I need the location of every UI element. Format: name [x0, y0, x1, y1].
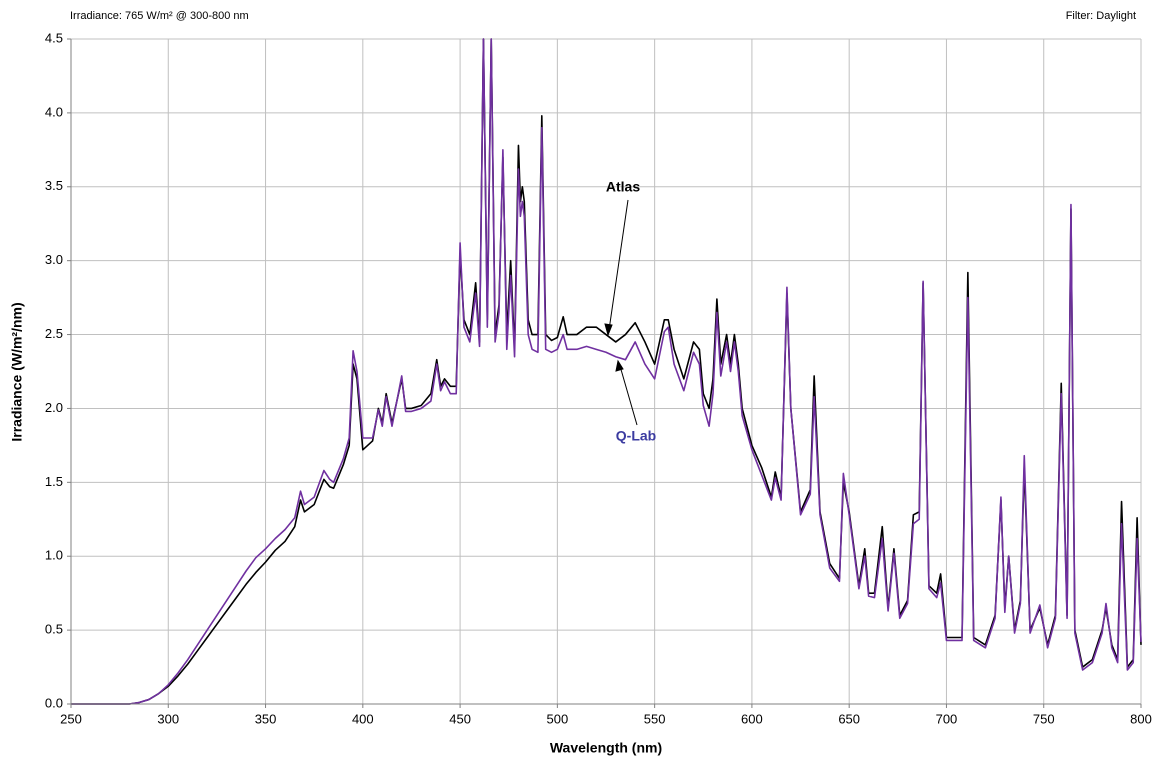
x-axis-title: Wavelength (nm): [550, 740, 662, 756]
y-tick-label: 3.0: [45, 252, 63, 267]
y-tick-label: 1.5: [45, 474, 63, 489]
x-tick-label: 750: [1033, 711, 1055, 726]
series-line: [71, 38, 1142, 705]
x-tick-label: 650: [838, 711, 860, 726]
arrows: [604, 199, 638, 426]
x-tick-label: 350: [255, 711, 277, 726]
plot-area: [71, 38, 1142, 705]
y-tick-label: 0.0: [45, 695, 63, 710]
y-tick-label: 0.5: [45, 622, 63, 637]
arrow: [608, 199, 629, 331]
arrow-head: [615, 359, 624, 372]
x-tick-label: 550: [644, 711, 666, 726]
x-tick-label: 300: [157, 711, 179, 726]
arrow: [619, 365, 638, 426]
x-tick-label: 500: [547, 711, 569, 726]
y-tick-label: 4.0: [45, 104, 63, 119]
series-annotation: Q-Lab: [616, 428, 656, 444]
x-tick-label: 450: [449, 711, 471, 726]
y-tick-label: 2.5: [45, 326, 63, 341]
series-line: [71, 38, 1142, 705]
arrow-head: [604, 323, 613, 337]
annotation: Irradiance: 765 W/m² @ 300-800 nm: [70, 10, 249, 22]
y-axis-title: Irradiance (W/m²/nm): [9, 302, 25, 441]
x-tick-label: 400: [352, 711, 374, 726]
annotation: Filter: Daylight: [1066, 10, 1136, 22]
x-tick-label: 600: [741, 711, 763, 726]
y-tick-label: 1.0: [45, 548, 63, 563]
y-tick-label: 4.5: [45, 30, 63, 45]
series-annotation: Atlas: [606, 179, 640, 195]
y-tick-label: 3.5: [45, 178, 63, 193]
y-tick-label: 2.0: [45, 400, 63, 415]
x-tick-label: 800: [1130, 711, 1152, 726]
axes: 0.0 0.5 1.0 1.5 2.0 2.5 3.0 3.5 4.0 4.5 250 300 350 4…: [45, 30, 1152, 726]
x-tick-label: 700: [936, 711, 958, 726]
x-tick-label: 250: [60, 711, 82, 726]
